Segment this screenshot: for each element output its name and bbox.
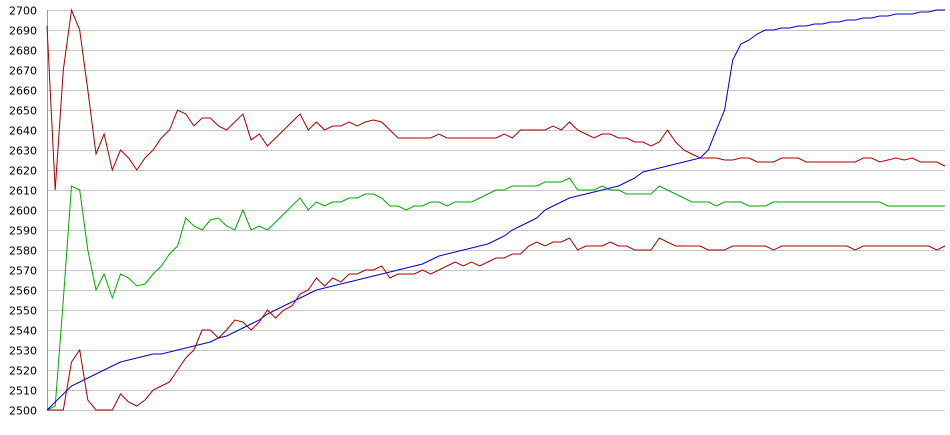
grid-lines [47, 10, 945, 411]
series-lines [46, 8, 946, 411]
series-line-4 [47, 237, 946, 411]
series-line-3 [46, 9, 945, 411]
y-tick-label: 2520 [9, 365, 37, 378]
series-line-1 [46, 8, 946, 191]
y-tick-label: 2590 [9, 225, 37, 238]
y-tick-label: 2680 [9, 45, 37, 58]
y-tick-label: 2700 [9, 5, 37, 18]
y-tick-label: 2530 [9, 345, 37, 358]
y-tick-label: 2500 [9, 405, 37, 418]
y-tick-label: 2640 [9, 125, 37, 138]
y-tick-labels: 2500 2510 2520 2530 2540 2550 2560 2570 2580 2590… [9, 5, 37, 418]
y-tick-label: 2570 [9, 265, 37, 278]
y-tick-label: 2630 [9, 145, 37, 158]
y-tick-label: 2610 [9, 185, 37, 198]
series-line-2 [46, 177, 945, 411]
y-tick-label: 2690 [9, 25, 37, 38]
y-tick-label: 2600 [9, 205, 37, 218]
y-tick-label: 2660 [9, 85, 37, 98]
y-tick-label: 2510 [9, 385, 37, 398]
y-tick-label: 2550 [9, 305, 37, 318]
y-tick-label: 2560 [9, 285, 37, 298]
y-tick-label: 2620 [9, 165, 37, 178]
y-tick-label: 2650 [9, 105, 37, 118]
y-tick-label: 2540 [9, 325, 37, 338]
y-tick-label: 2580 [9, 245, 37, 258]
y-tick-label: 2670 [9, 65, 37, 78]
